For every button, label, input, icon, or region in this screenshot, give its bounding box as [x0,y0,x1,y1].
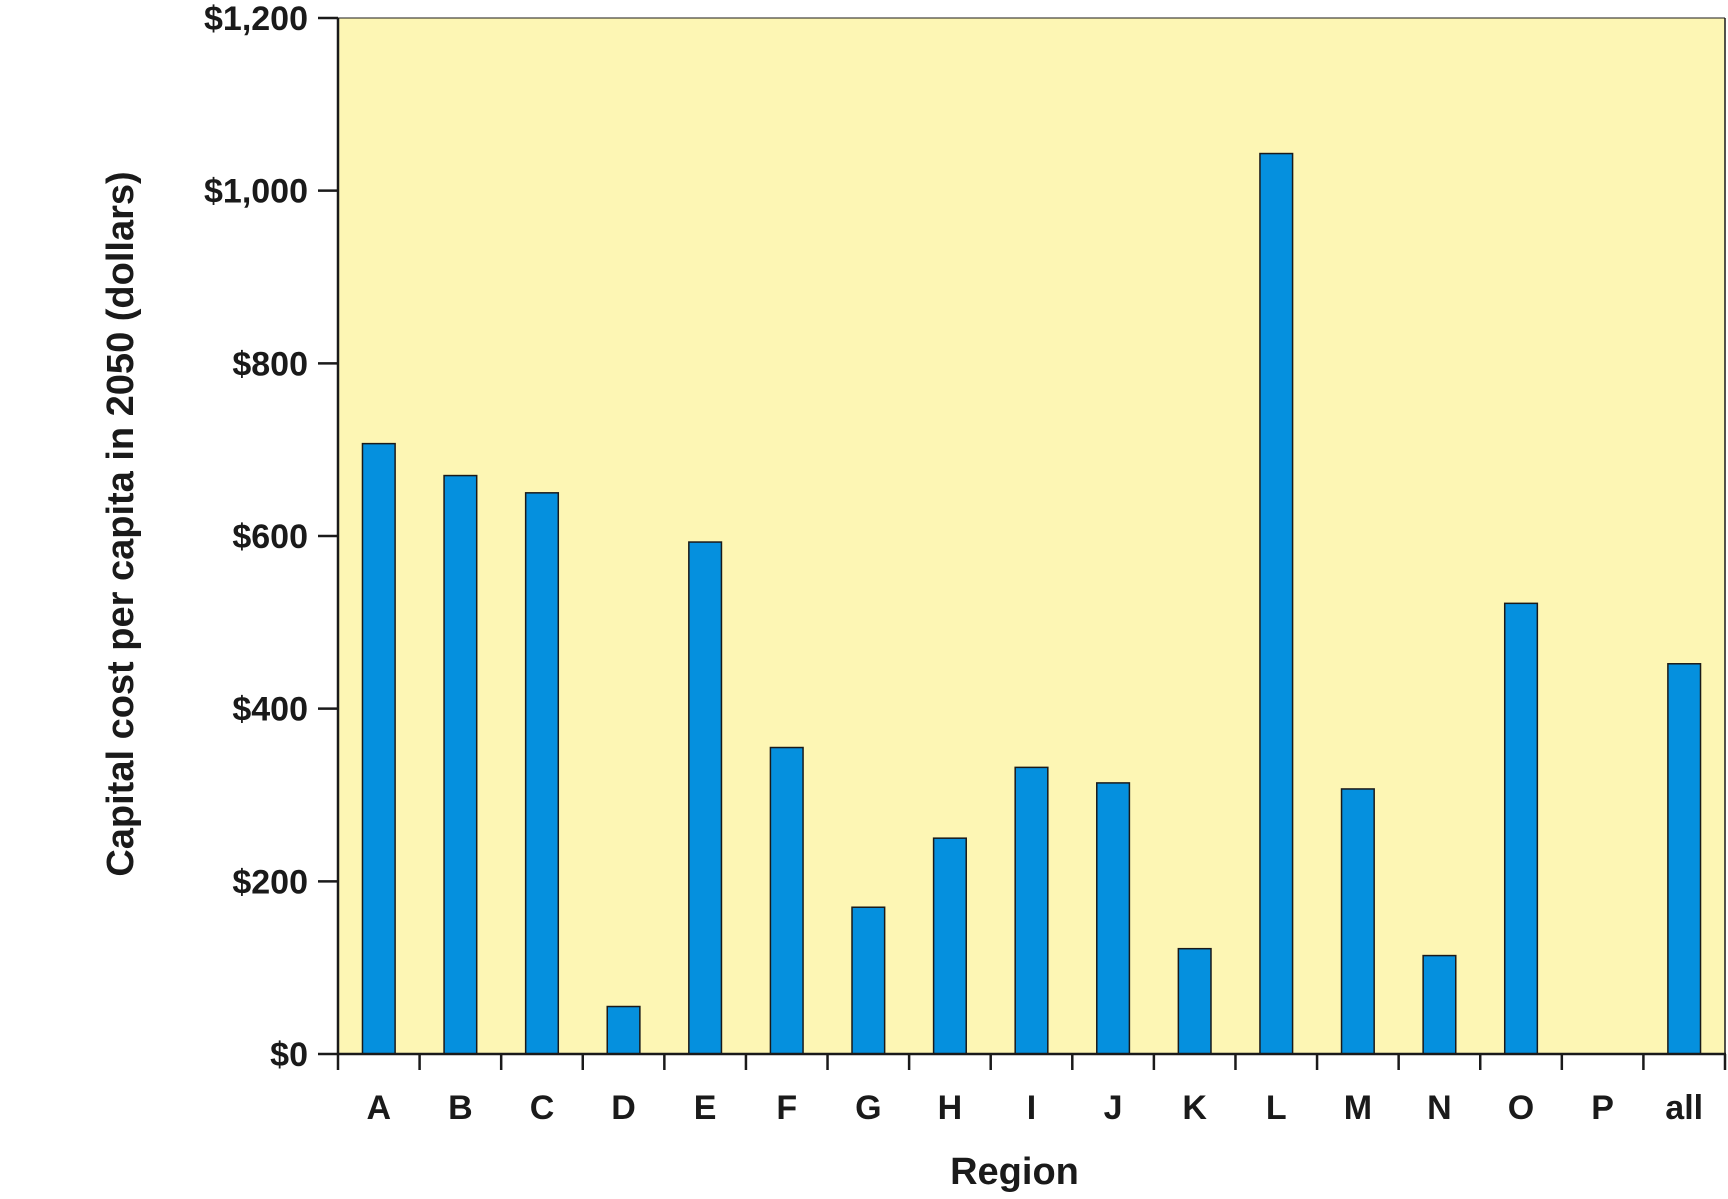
x-axis-title: Region [950,1151,1079,1193]
bar-d [606,1005,641,1055]
bar-e [688,541,723,1055]
y-tick-label: $400 [232,691,308,729]
y-tick-label: $0 [270,1036,308,1074]
bar-g [851,906,886,1055]
y-ticks-group: $0 $200 $400 $600 $800 $1,000 $1,200 [204,0,338,1074]
y-tick-label: $200 [232,863,308,901]
x-tick-label: E [694,1089,717,1127]
bar-f [769,746,804,1055]
bar-i [1014,766,1049,1055]
x-tick-label: C [530,1089,555,1127]
x-tick-label: B [448,1089,473,1127]
bar-j [1096,782,1131,1055]
x-tick-label: D [611,1089,636,1127]
bar-c [524,492,560,1055]
x-tick-label: O [1508,1089,1534,1127]
y-tick-label: $800 [232,345,308,383]
bar-a [361,442,396,1055]
bar-b [443,474,478,1055]
x-tick-label: all [1665,1089,1703,1127]
x-tick-label: N [1427,1089,1452,1127]
y-tick-label: $1,200 [204,0,308,38]
x-tick-label: L [1266,1089,1287,1127]
x-tick-label: K [1182,1089,1207,1127]
x-tick-label: P [1591,1089,1614,1127]
x-tick-label: H [938,1089,963,1127]
bar-m [1340,788,1375,1055]
bar-k [1177,947,1212,1055]
bar-l [1259,152,1294,1055]
bars-group [361,152,1702,1055]
bar-h [932,837,967,1055]
y-tick-label: $600 [232,518,308,556]
x-tick-label: J [1104,1089,1123,1127]
x-tick-label: M [1344,1089,1372,1127]
x-tick-label: G [855,1089,881,1127]
x-tick-label: I [1027,1089,1036,1127]
y-tick-label: $1,000 [204,173,308,211]
bar-all [1667,663,1702,1055]
x-tick-label: A [367,1089,392,1127]
bar-o [1503,602,1539,1055]
bar-n [1422,954,1457,1055]
x-tick-label: F [776,1089,797,1127]
y-axis-title: Capital cost per capita in 2050 (dollars… [100,171,142,876]
